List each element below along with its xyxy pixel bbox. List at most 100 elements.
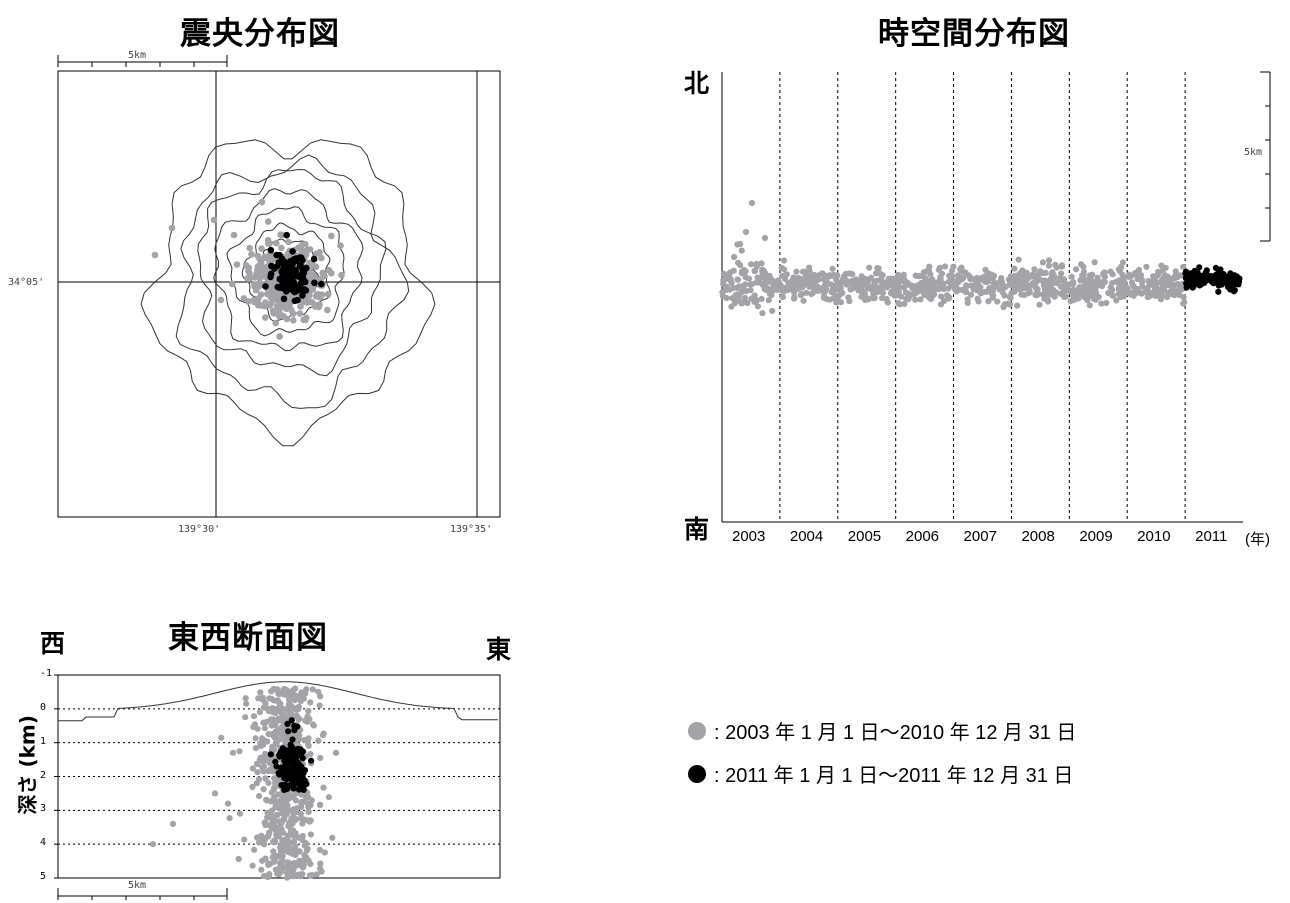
spacetime-point <box>1113 297 1120 304</box>
spacetime-point <box>941 263 949 270</box>
cross-section-point <box>298 752 305 760</box>
cross-section-point <box>283 811 290 818</box>
year-tick-label: 2009 <box>1079 528 1113 545</box>
spacetime-point <box>1044 296 1051 303</box>
cross-section-point <box>305 794 312 801</box>
epicenter-point <box>256 256 264 263</box>
spacetime-point <box>868 283 875 290</box>
cross-section-point <box>309 686 316 693</box>
spacetime-point <box>1109 292 1116 299</box>
spacetime-point <box>988 271 995 278</box>
epicenter-point <box>278 244 285 252</box>
epicenter-point <box>310 255 318 263</box>
cross-section-point <box>303 847 310 854</box>
spacetime-point <box>1034 286 1041 293</box>
epicenter-point <box>272 319 280 327</box>
spacetime-point <box>1006 280 1014 287</box>
spacetime-point <box>1049 269 1056 276</box>
epicenter-point <box>296 254 304 261</box>
cross-section-point <box>297 871 304 878</box>
epicenter-point <box>320 271 328 278</box>
epicenter-point <box>294 296 301 304</box>
epicenter-point <box>282 304 289 312</box>
spacetime-point <box>1157 293 1164 300</box>
spacetime-point <box>1120 293 1127 300</box>
spacetime-point <box>937 274 944 281</box>
spacetime-point <box>927 271 934 278</box>
cross-section-point <box>288 717 295 724</box>
spacetime-point <box>771 279 778 286</box>
cross-section-point <box>300 690 307 697</box>
cross-section-point <box>260 786 267 793</box>
cross-section-point <box>241 836 248 843</box>
epicenter-point <box>287 262 295 269</box>
cross-section-point <box>284 720 291 728</box>
spacetime-point <box>1028 273 1036 280</box>
spacetime-point <box>938 293 945 300</box>
contour-line <box>241 222 332 322</box>
depth-tick-label: 2 <box>40 769 47 781</box>
epicenter-point <box>289 310 297 318</box>
spacetime-point <box>1079 272 1086 279</box>
cross-section-point <box>262 775 269 782</box>
cross-section-point <box>269 709 276 716</box>
epicenter-point <box>289 248 296 255</box>
spacetime-point <box>785 280 792 287</box>
spacetime-point <box>950 263 957 270</box>
cross-section-point <box>290 785 297 792</box>
epicenter-point <box>311 279 318 287</box>
cross-section-point <box>285 728 292 735</box>
spacetime-point <box>753 279 760 286</box>
spacetime-point <box>847 286 854 293</box>
cross-section-point <box>317 693 324 700</box>
epicenter-frame <box>57 70 501 518</box>
cross-section-point <box>276 736 283 743</box>
epicenter-point <box>318 254 325 262</box>
spacetime-point <box>1065 287 1072 294</box>
epicenter-title: 震央分布図 <box>180 16 340 52</box>
epicenter-point <box>302 278 309 286</box>
spacetime-point <box>855 287 862 294</box>
epicenter-point <box>303 314 310 322</box>
spacetime-point <box>795 280 802 287</box>
spacetime-point <box>863 280 870 287</box>
spacetime-point <box>769 307 776 314</box>
spacetime-point <box>1160 274 1168 281</box>
spacetime-point <box>999 288 1006 296</box>
cross-section-point <box>251 846 258 853</box>
spacetime-point <box>814 283 821 290</box>
spacetime-point <box>738 247 745 254</box>
spacetime-point <box>800 297 807 304</box>
cross-section-point <box>273 727 281 734</box>
spacetime-point <box>1032 291 1039 299</box>
spacetime-point <box>915 273 922 280</box>
cross-section-scale-label: 5km <box>128 880 147 891</box>
cross-section-point <box>258 866 265 873</box>
cross-section-point <box>293 775 300 783</box>
cross-section-point <box>226 815 233 822</box>
epicenter-point <box>267 246 275 254</box>
spacetime-point <box>839 289 846 296</box>
spacetime-point <box>1073 266 1080 273</box>
cross-section-point <box>300 782 307 789</box>
spacetime-point <box>1196 264 1203 271</box>
spacetime-point <box>758 260 765 267</box>
spacetime-point <box>1196 279 1203 286</box>
spacetime-point <box>762 276 769 283</box>
cross-section-point <box>321 849 328 856</box>
cross-section-point <box>285 822 292 830</box>
cross-section-point <box>289 736 296 743</box>
spacetime-point <box>849 280 856 287</box>
spacetime-point <box>1103 299 1110 307</box>
spacetime-point <box>1172 268 1179 275</box>
spacetime-point <box>1176 285 1183 292</box>
spacetime-point <box>931 291 938 298</box>
spacetime-point <box>730 267 737 274</box>
epicenter-point <box>307 298 314 306</box>
legend-item-2003-2010: : 2003 年 1 月 1 日～2010 年 12 月 31 日 <box>688 716 1076 745</box>
cross-section-point <box>287 828 294 835</box>
cross-section-point <box>284 802 291 809</box>
spacetime-point <box>1015 256 1022 263</box>
spacetime-point <box>727 276 734 283</box>
year-tick-label: 2008 <box>1021 528 1055 545</box>
